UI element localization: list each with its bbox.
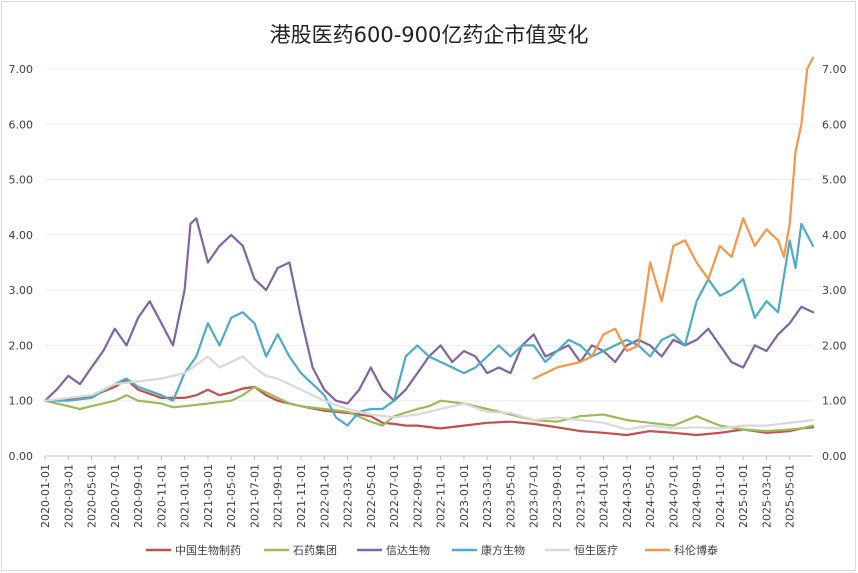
series-line-0: [43, 378, 815, 437]
x-tick-label: 2020-05-01: [86, 464, 99, 528]
y-tick-label-right: 3.00: [822, 284, 847, 297]
y-tick-label-left: 2.00: [9, 339, 34, 352]
x-tick-label: 2025-03-01: [760, 464, 773, 528]
y-tick-label-right: 2.00: [822, 339, 847, 352]
series-line-5: [532, 56, 815, 380]
x-tick-label: 2024-05-01: [644, 464, 657, 528]
y-tick-label-left: 6.00: [9, 118, 34, 131]
legend-label: 信达生物: [386, 543, 430, 557]
x-tick-label: 2021-01-01: [179, 464, 192, 528]
legend-label: 科伦博泰: [674, 543, 718, 557]
y-tick-label-right: 0.00: [822, 450, 847, 463]
x-tick-label: 2021-07-01: [248, 464, 261, 528]
x-tick-label: 2025-01-01: [737, 464, 750, 528]
y-tick-label-left: 3.00: [9, 284, 34, 297]
x-tick-label: 2023-03-01: [481, 464, 494, 528]
y-tick-label-left: 7.00: [9, 63, 34, 76]
x-tick-label: 2021-09-01: [272, 464, 285, 528]
x-tick-label: 2020-01-01: [39, 464, 52, 528]
x-tick-label: 2021-03-01: [202, 464, 215, 528]
x-tick-label: 2020-03-01: [62, 464, 75, 528]
x-tick-label: 2024-07-01: [667, 464, 680, 528]
series-line-3: [43, 222, 815, 427]
legend-label: 康方生物: [481, 543, 525, 557]
x-tick-label: 2022-09-01: [411, 464, 424, 528]
x-tick-label: 2023-05-01: [504, 464, 517, 528]
x-tick-label: 2021-05-01: [225, 464, 238, 528]
x-tick-label: 2020-11-01: [155, 464, 168, 528]
x-tick-label: 2021-11-01: [295, 464, 308, 528]
series-line-1: [43, 385, 815, 433]
x-tick-label: 2022-11-01: [435, 464, 448, 528]
y-tick-label-right: 6.00: [822, 118, 847, 131]
x-tick-label: 2023-01-01: [458, 464, 471, 528]
y-tick-label-left: 4.00: [9, 229, 34, 242]
x-tick-label: 2022-05-01: [365, 464, 378, 528]
y-tick-label-left: 1.00: [9, 395, 34, 408]
series-line-4: [43, 355, 815, 431]
y-tick-label-right: 7.00: [822, 63, 847, 76]
x-tick-label: 2022-01-01: [318, 464, 331, 528]
y-tick-label-right: 1.00: [822, 395, 847, 408]
x-tick-label: 2023-07-01: [528, 464, 541, 528]
x-tick-label: 2024-03-01: [621, 464, 634, 528]
y-tick-label-right: 5.00: [822, 174, 847, 187]
x-tick-label: 2023-11-01: [574, 464, 587, 528]
x-tick-label: 2022-07-01: [388, 464, 401, 528]
x-tick-label: 2020-09-01: [132, 464, 145, 528]
y-tick-label-right: 4.00: [822, 229, 847, 242]
legend-label: 恒生医疗: [574, 543, 618, 557]
chart-title: 港股医药600-900亿药企市值变化: [270, 23, 589, 47]
y-tick-label-left: 0.00: [9, 450, 34, 463]
y-tick-label-left: 5.00: [9, 174, 34, 187]
x-tick-label: 2024-01-01: [598, 464, 611, 528]
x-tick-label: 2023-09-01: [551, 464, 564, 528]
x-tick-label: 2022-03-01: [342, 464, 355, 528]
x-tick-label: 2020-07-01: [109, 464, 122, 528]
x-tick-label: 2024-09-01: [691, 464, 704, 528]
series-line-2: [43, 217, 815, 405]
legend-label: 石药集团: [293, 543, 337, 557]
x-tick-label: 2025-05-01: [784, 464, 797, 528]
legend-label: 中国生物制药: [175, 543, 241, 557]
x-tick-label: 2024-11-01: [714, 464, 727, 528]
